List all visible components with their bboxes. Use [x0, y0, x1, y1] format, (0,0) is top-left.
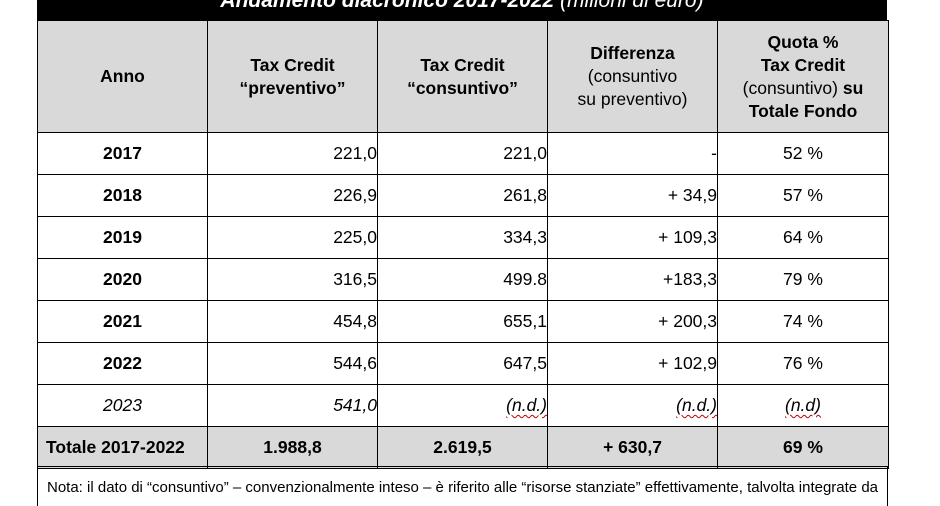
cell-anno: 2018: [37, 174, 208, 217]
table-row: 2019 225,0 334,3 + 109,3 64 %: [37, 216, 889, 259]
cell-consuntivo: 221,0: [377, 132, 548, 175]
table-row: 2021 454,8 655,1 + 200,3 74 %: [37, 300, 889, 343]
nd-text: (n.d.): [676, 395, 717, 415]
cell-differenza: +183,3: [547, 258, 718, 301]
cell-anno: 2022: [37, 342, 208, 385]
cell-anno: 2021: [37, 300, 208, 343]
cell-differenza: + 109,3: [547, 216, 718, 259]
table-title: Andamento diacronico 2017-2022 (milioni …: [37, 0, 887, 20]
cell-differenza: + 200,3: [547, 300, 718, 343]
cell-total-preventivo: 1.988,8: [207, 426, 378, 469]
cell-quota: 64 %: [717, 216, 889, 259]
cell-consuntivo: 334,3: [377, 216, 548, 259]
cell-preventivo: 221,0: [207, 132, 378, 175]
cell-quota: 74 %: [717, 300, 889, 343]
cell-preventivo: 541,0: [207, 384, 378, 427]
table-title-main: Andamento diacronico 2017-2022: [220, 0, 555, 12]
table-row: 2022 544,6 647,5 + 102,9 76 %: [37, 342, 889, 385]
table-row: 2017 221,0 221,0 - 52 %: [37, 132, 889, 175]
header-consuntivo: Tax Credit “consuntivo”: [377, 20, 548, 133]
cell-differenza: + 34,9: [547, 174, 718, 217]
cell-total-differenza: + 630,7: [547, 426, 718, 469]
nd-text: (n.d.): [506, 395, 547, 415]
cell-consuntivo: 261,8: [377, 174, 548, 217]
cell-differenza: (n.d.): [547, 384, 718, 427]
cell-consuntivo: 647,5: [377, 342, 548, 385]
cell-preventivo: 454,8: [207, 300, 378, 343]
cell-differenza: + 102,9: [547, 342, 718, 385]
table-total-row: Totale 2017-2022 1.988,8 2.619,5 + 630,7…: [37, 426, 889, 469]
cell-preventivo: 226,9: [207, 174, 378, 217]
cell-preventivo: 544,6: [207, 342, 378, 385]
cell-preventivo: 316,5: [207, 258, 378, 301]
table-header-row: Anno Tax Credit “preventivo” Tax Credit “c…: [37, 20, 889, 133]
cell-quota: 52 %: [717, 132, 889, 175]
table-row: 2023 541,0 (n.d.) (n.d.) (n.d): [37, 384, 889, 427]
cell-consuntivo: (n.d.): [377, 384, 548, 427]
cell-consuntivo: 655,1: [377, 300, 548, 343]
cell-anno: 2020: [37, 258, 208, 301]
cell-total-quota: 69 %: [717, 426, 889, 469]
cell-total-label: Totale 2017-2022: [37, 426, 208, 469]
table-title-unit: (milioni di euro): [560, 0, 704, 12]
cell-anno: 2017: [37, 132, 208, 175]
table-note: Nota: il dato di “consuntivo” – convenzi…: [37, 466, 888, 506]
cell-anno: 2019: [37, 216, 208, 259]
cell-differenza: -: [547, 132, 718, 175]
header-preventivo: Tax Credit “preventivo”: [207, 20, 378, 133]
nd-text: (n.d): [785, 395, 821, 415]
cell-consuntivo: 499.8: [377, 258, 548, 301]
tax-credit-table: Anno Tax Credit “preventivo” Tax Credit “c…: [37, 20, 889, 469]
table-row: 2018 226,9 261,8 + 34,9 57 %: [37, 174, 889, 217]
cell-anno: 2023: [37, 384, 208, 427]
header-quota: Quota % Tax Credit (consuntivo) su Total…: [717, 20, 889, 133]
cell-quota: 76 %: [717, 342, 889, 385]
table-row: 2020 316,5 499.8 +183,3 79 %: [37, 258, 889, 301]
header-differenza: Differenza (consuntivo su preventivo): [547, 20, 718, 133]
cell-preventivo: 225,0: [207, 216, 378, 259]
cell-quota: (n.d): [717, 384, 889, 427]
cell-total-consuntivo: 2.619,5: [377, 426, 548, 469]
cell-quota: 79 %: [717, 258, 889, 301]
cell-quota: 57 %: [717, 174, 889, 217]
header-anno: Anno: [37, 20, 208, 133]
